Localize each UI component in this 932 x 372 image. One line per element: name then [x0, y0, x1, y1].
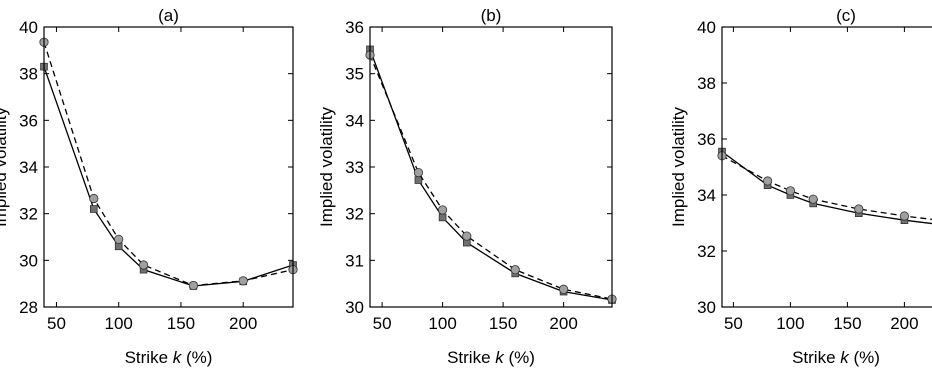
data-point-square: [114, 242, 123, 251]
data-point-circle: [854, 204, 864, 214]
plot-frame: [43, 26, 294, 308]
x-tick-label: 200: [229, 314, 257, 333]
data-point-circle: [462, 231, 472, 241]
x-tick-label: 150: [167, 314, 195, 333]
x-axis-label: Strike k (%): [447, 348, 535, 367]
series-group: [717, 147, 932, 225]
y-tick-label: 40: [697, 18, 716, 37]
series-group: [39, 37, 298, 291]
y-tick-label: 36: [345, 18, 364, 37]
series-line-1: [43, 66, 294, 287]
y-tick-label: 31: [345, 251, 364, 270]
y-tick-label: 34: [345, 111, 364, 130]
y-axis-label: Implied volatility: [669, 107, 688, 227]
x-tick-label: 50: [373, 314, 392, 333]
data-point-square: [90, 205, 98, 213]
data-point-circle: [114, 234, 124, 244]
y-tick-label: 34: [697, 186, 716, 205]
y-tick-label: 28: [19, 298, 38, 317]
data-point-circle: [437, 205, 448, 215]
y-tick-label: 30: [697, 298, 716, 317]
plot-frame: [369, 26, 613, 308]
y-tick-label: 38: [697, 74, 716, 93]
x-tick-label: 100: [776, 314, 804, 333]
chart-title: (b): [481, 6, 502, 25]
series-line-2: [369, 54, 613, 300]
y-tick-label: 30: [345, 298, 364, 317]
chart-title: (a): [158, 6, 179, 25]
x-tick-label: 50: [724, 314, 743, 333]
data-point-circle: [139, 260, 149, 270]
x-axis-label: Strike k (%): [792, 348, 880, 367]
data-point-square: [414, 176, 423, 184]
series-group: [365, 45, 617, 304]
chart-panel-1: 50 100 150 200 28 30 32 34 36 38 40 (a) Strike k (%)…: [0, 6, 298, 367]
y-tick-label: 33: [345, 158, 364, 177]
x-tick-label: 200: [549, 314, 577, 333]
y-axis-label: Implied volatility: [0, 107, 10, 227]
chart-panel-2: 50 100 150 200 30 31 32 33 34 35 36 (b) Strike k (%)…: [317, 6, 617, 367]
chart-panel-3: 50 100 150 200 30 32 34 36 38 40 (c) Strike k (%) Im…: [669, 6, 932, 367]
series-line-2: [721, 155, 932, 221]
series-line-1: [369, 49, 613, 301]
y-tick-label: 35: [345, 65, 364, 84]
y-tick-label: 32: [345, 205, 364, 224]
data-point-circle: [413, 168, 423, 178]
y-tick-label: 36: [19, 111, 38, 130]
data-point-circle: [238, 276, 248, 286]
data-point-circle: [510, 265, 520, 275]
y-tick-label: 38: [19, 65, 38, 84]
data-point-circle: [762, 176, 773, 186]
data-point-circle: [188, 280, 198, 291]
data-point-circle: [808, 194, 818, 204]
data-point-circle: [558, 284, 569, 294]
y-tick-label: 30: [19, 251, 38, 270]
y-tick-label: 32: [19, 205, 38, 224]
series-line-2: [43, 41, 294, 287]
x-tick-label: 200: [890, 314, 918, 333]
data-point-circle: [89, 193, 99, 204]
y-tick-label: 36: [697, 130, 716, 149]
chart-title: (c): [836, 6, 856, 25]
x-tick-label: 150: [489, 314, 517, 333]
data-point-circle: [899, 211, 910, 221]
x-axis-label: Strike k (%): [125, 348, 213, 367]
x-tick-label: 150: [833, 314, 861, 333]
plot-frame: [721, 26, 932, 308]
x-tick-label: 100: [105, 314, 133, 333]
y-tick-label: 32: [697, 242, 716, 261]
data-point-square: [438, 213, 447, 222]
y-tick-label: 40: [19, 18, 38, 37]
data-point-circle: [785, 186, 796, 196]
y-axis-label: Implied volatility: [317, 107, 336, 227]
x-tick-label: 50: [47, 314, 66, 333]
x-tick-label: 100: [428, 314, 456, 333]
y-tick-label: 34: [19, 158, 38, 177]
